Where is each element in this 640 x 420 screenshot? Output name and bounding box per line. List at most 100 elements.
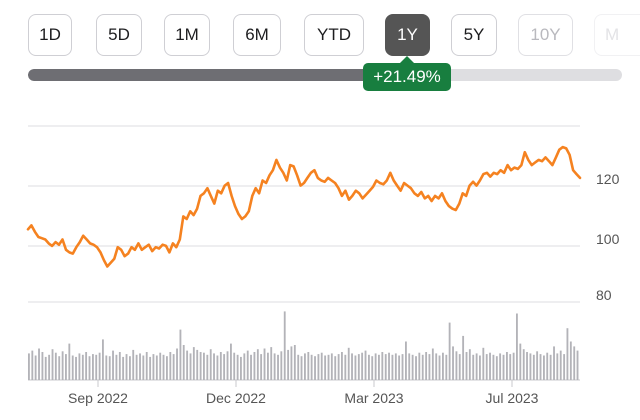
- volume-bar: [529, 353, 532, 380]
- volume-bar: [122, 356, 125, 380]
- volume-bar: [304, 353, 306, 380]
- volume-bar: [320, 352, 323, 380]
- volume-bar: [516, 313, 518, 380]
- y-tick-label: 100: [596, 231, 620, 247]
- volume-bar: [290, 346, 293, 380]
- volume-bar: [549, 354, 552, 380]
- x-tick-label: Jul 2023: [486, 390, 539, 406]
- volume-bar: [468, 349, 471, 380]
- volume-bar: [418, 352, 421, 380]
- volume-bar: [495, 356, 498, 380]
- volume-bar: [408, 353, 411, 380]
- volume-bar: [532, 354, 535, 380]
- volume-bar: [206, 354, 209, 380]
- volume-bar: [213, 353, 215, 380]
- volume-bar: [566, 328, 569, 380]
- volume-bar: [75, 356, 77, 380]
- volume-bar: [283, 311, 286, 380]
- volume-bar: [341, 352, 343, 380]
- range-button-1d[interactable]: 1D: [28, 14, 72, 56]
- volume-bar: [108, 356, 111, 380]
- volume-bar: [458, 354, 461, 380]
- volume-bar: [293, 345, 296, 380]
- volume-bar: [445, 354, 448, 380]
- volume-bar: [152, 354, 155, 380]
- volume-bar: [351, 353, 353, 380]
- volume-bar: [438, 355, 441, 380]
- volume-bar: [139, 353, 141, 380]
- volume-bar: [28, 353, 30, 380]
- volume-bar: [159, 352, 162, 380]
- volume-bar: [452, 346, 454, 380]
- volume-bar: [553, 346, 555, 380]
- volume-bar: [499, 353, 502, 380]
- range-slider-track[interactable]: [28, 69, 622, 81]
- range-button-5y[interactable]: 5Y: [451, 14, 497, 56]
- volume-bar: [142, 355, 145, 380]
- volume-bar: [65, 354, 67, 380]
- volume-bar: [182, 345, 185, 380]
- volume-bar: [129, 356, 131, 380]
- volume-bar: [475, 353, 478, 380]
- change-percent-label: +21.49%: [373, 67, 441, 86]
- volume-bar: [189, 353, 192, 380]
- x-tick-label: Sep 2022: [68, 390, 128, 406]
- volume-bar: [267, 352, 269, 380]
- volume-bar: [92, 354, 94, 380]
- volume-bar: [425, 352, 428, 380]
- volume-bar: [236, 354, 239, 380]
- volume-bar: [330, 353, 333, 380]
- volume-bar: [539, 354, 542, 380]
- volume-bar: [391, 354, 394, 380]
- y-tick-label: 80: [596, 287, 612, 303]
- change-percent-badge: +21.49%: [363, 56, 451, 91]
- volume-bar: [297, 354, 300, 380]
- volume-bar: [81, 354, 84, 380]
- price-chart: 80 100 120 Sep 2022 Dec 2022 Mar 2023 Jul 202…: [26, 125, 620, 406]
- chart-grid: [28, 125, 580, 381]
- volume-bar: [243, 353, 246, 380]
- volume-bar: [240, 356, 242, 380]
- volume-bar: [526, 352, 528, 380]
- volume-bar: [448, 322, 451, 380]
- volume-bar: [186, 350, 189, 380]
- volume-bar: [485, 354, 488, 380]
- range-button-ytd[interactable]: YTD: [304, 14, 364, 56]
- volume-bar: [374, 353, 377, 380]
- range-button-5d[interactable]: 5D: [96, 14, 142, 56]
- volume-bar: [250, 354, 252, 380]
- volume-bar: [149, 356, 152, 380]
- volume-bars: [28, 311, 579, 380]
- volume-bar: [155, 355, 158, 380]
- volume-bar: [502, 354, 505, 380]
- range-button-6m[interactable]: 6M: [233, 14, 281, 56]
- range-button-1y[interactable]: 1Y: [385, 14, 430, 56]
- range-button-1m[interactable]: 1M: [164, 14, 210, 56]
- volume-bar: [388, 352, 390, 380]
- volume-bar: [364, 350, 367, 380]
- range-button-10y[interactable]: 10Y: [518, 14, 573, 56]
- volume-bar: [132, 349, 135, 380]
- volume-bar: [246, 350, 249, 380]
- volume-bar: [556, 353, 559, 380]
- volume-bar: [455, 351, 458, 380]
- x-axis: Sep 2022 Dec 2022 Mar 2023 Jul 2023: [68, 380, 539, 406]
- volume-bar: [334, 356, 337, 380]
- volume-bar: [506, 352, 508, 380]
- volume-bar: [88, 356, 91, 380]
- volume-bar: [489, 352, 491, 380]
- volume-bar: [270, 347, 273, 380]
- volume-bar: [398, 355, 401, 380]
- volume-bar: [300, 356, 303, 380]
- volume-bar: [209, 349, 212, 380]
- volume-bar: [442, 352, 444, 380]
- volume-bar: [512, 352, 515, 380]
- range-button-max[interactable]: M: [594, 14, 640, 56]
- y-tick-label: 120: [596, 171, 620, 187]
- volume-bar: [256, 349, 259, 380]
- volume-bar: [38, 348, 40, 380]
- volume-bar: [68, 343, 71, 380]
- volume-bar: [310, 354, 313, 380]
- volume-bar: [166, 356, 168, 380]
- volume-bar: [421, 354, 424, 380]
